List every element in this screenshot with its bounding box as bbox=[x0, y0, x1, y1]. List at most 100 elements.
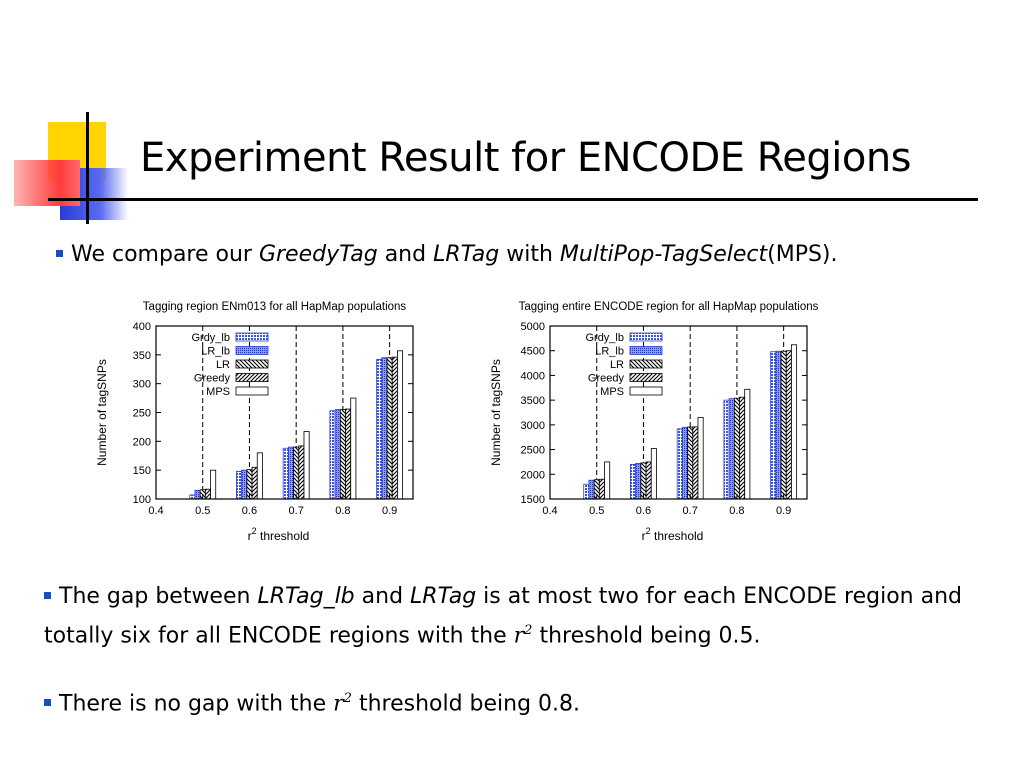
bar-greedy bbox=[739, 396, 746, 500]
bar-grdy-lb bbox=[189, 494, 196, 500]
bar-grdy-lb bbox=[376, 359, 383, 500]
legend-swatch bbox=[235, 332, 269, 342]
bar-grdy-lb bbox=[282, 447, 289, 500]
x-axis-label: r2 threshold bbox=[248, 526, 310, 543]
legend-label: LR bbox=[216, 359, 230, 371]
y-tick-label: 200 bbox=[133, 436, 151, 448]
bar-lr-lb bbox=[588, 479, 595, 500]
y-tick-label: 100 bbox=[133, 494, 151, 506]
bar-lr bbox=[733, 397, 740, 500]
bullet-text: We compare our bbox=[71, 242, 259, 267]
legend-label: LR_lb bbox=[595, 346, 624, 358]
r-symbol: r bbox=[333, 691, 344, 717]
legend-swatch bbox=[629, 373, 663, 382]
x-tick-label: 0.8 bbox=[335, 505, 350, 517]
x-tick-label: 0.7 bbox=[683, 505, 698, 517]
x-tick-label: 0.9 bbox=[776, 505, 791, 517]
legend-swatch bbox=[235, 386, 269, 396]
bar-mps bbox=[303, 431, 310, 500]
x-axis-label-r: r bbox=[642, 529, 646, 543]
bullet-em-lrtag: LRTag bbox=[433, 242, 500, 267]
x-tick-label: 0.5 bbox=[195, 505, 210, 517]
bar-mps bbox=[744, 388, 751, 500]
bar-mps bbox=[604, 461, 611, 500]
title-underline bbox=[48, 198, 978, 201]
legend-label: Grdy_lb bbox=[191, 332, 230, 344]
x-axis-label-rest: threshold bbox=[651, 529, 704, 543]
bar-mps bbox=[791, 344, 798, 500]
bullet-text: There is no gap with the bbox=[59, 691, 334, 717]
bullet-em-lrtag-lb: LRTag_lb bbox=[257, 584, 355, 609]
bar-greedy bbox=[204, 488, 211, 500]
deco-vertical-line bbox=[86, 112, 89, 224]
bullet-em-greedytag: GreedyTag bbox=[258, 242, 378, 267]
bar-mps bbox=[697, 417, 704, 500]
y-tick-label: 300 bbox=[133, 379, 151, 391]
bar-lr-lb bbox=[635, 463, 642, 500]
superscript-2: 2 bbox=[343, 691, 352, 706]
bar-lr bbox=[293, 446, 300, 500]
bar-greedy bbox=[692, 426, 699, 500]
legend-swatch bbox=[629, 346, 663, 355]
chart-enm013: Tagging region ENm013 for all HapMap pop… bbox=[95, 301, 414, 543]
y-tick-label: 350 bbox=[133, 350, 151, 362]
x-tick-label: 0.9 bbox=[382, 505, 397, 517]
bullet-text: with bbox=[499, 242, 560, 267]
bar-mps bbox=[650, 448, 657, 500]
bar-lr-lb bbox=[287, 446, 294, 500]
bar-greedy bbox=[345, 408, 352, 500]
bullet-em-mps: MultiPop-TagSelect bbox=[559, 242, 768, 267]
x-tick-label: 0.8 bbox=[729, 505, 744, 517]
y-tick-label: 4500 bbox=[521, 346, 545, 358]
bar-greedy bbox=[785, 350, 792, 500]
x-axis-label-sup: 2 bbox=[252, 526, 257, 536]
bar-mps bbox=[210, 469, 217, 500]
bar-mps bbox=[397, 350, 404, 500]
y-tick-label: 1500 bbox=[521, 494, 545, 506]
y-tick-label: 2000 bbox=[521, 469, 545, 481]
bar-lr bbox=[640, 462, 647, 500]
x-axis-label: r2 threshold bbox=[642, 526, 704, 543]
y-axis-label: Number of tagSNPs bbox=[95, 359, 109, 466]
chart-title: Tagging entire ENCODE region for all Hap… bbox=[519, 301, 819, 313]
legend-label: MPS bbox=[206, 386, 230, 398]
legend-swatch bbox=[235, 359, 269, 369]
bar-grdy-lb bbox=[583, 483, 590, 500]
legend-label: MPS bbox=[600, 386, 624, 398]
bullet-no-gap: There is no gap with the r2 threshold be… bbox=[44, 682, 974, 721]
bar-grdy-lb bbox=[723, 399, 730, 500]
y-tick-label: 4000 bbox=[521, 370, 545, 382]
bar-greedy bbox=[645, 461, 652, 500]
chart-title: Tagging region ENm013 for all HapMap pop… bbox=[143, 301, 407, 313]
legend-swatch bbox=[235, 346, 269, 355]
bullet-text: is at most two for each ENCODE region an… bbox=[44, 584, 962, 649]
x-tick-label: 0.5 bbox=[589, 505, 604, 517]
legend-label: Grdy_lb bbox=[585, 332, 624, 344]
bar-lr bbox=[339, 409, 346, 500]
bullet-text: and bbox=[377, 242, 434, 267]
bar-lr-lb bbox=[241, 469, 248, 500]
bullet-text: threshold being 0.5. bbox=[532, 623, 761, 649]
bar-lr-lb bbox=[381, 357, 388, 500]
y-tick-label: 5000 bbox=[521, 321, 545, 333]
bar-greedy bbox=[298, 445, 305, 500]
bar-mps bbox=[350, 397, 357, 500]
bar-lr bbox=[780, 350, 787, 500]
bullet-em-lrtag: LRTag bbox=[410, 584, 477, 609]
legend-swatch bbox=[629, 386, 663, 396]
x-tick-label: 0.4 bbox=[148, 505, 163, 517]
bar-greedy bbox=[598, 478, 605, 500]
bar-grdy-lb bbox=[676, 428, 683, 500]
x-tick-label: 0.6 bbox=[242, 505, 257, 517]
x-tick-label: 0.6 bbox=[636, 505, 651, 517]
bar-mps bbox=[256, 452, 263, 500]
y-tick-label: 2500 bbox=[521, 445, 545, 457]
bar-lr-lb bbox=[728, 398, 735, 500]
bullet-text: (MPS). bbox=[767, 242, 838, 267]
legend-swatch bbox=[629, 359, 663, 369]
legend-swatch bbox=[629, 332, 663, 342]
bar-lr-lb bbox=[681, 426, 688, 500]
y-tick-label: 3000 bbox=[521, 420, 545, 432]
x-axis-label-rest: threshold bbox=[257, 529, 310, 543]
bullet-marker bbox=[56, 249, 63, 257]
